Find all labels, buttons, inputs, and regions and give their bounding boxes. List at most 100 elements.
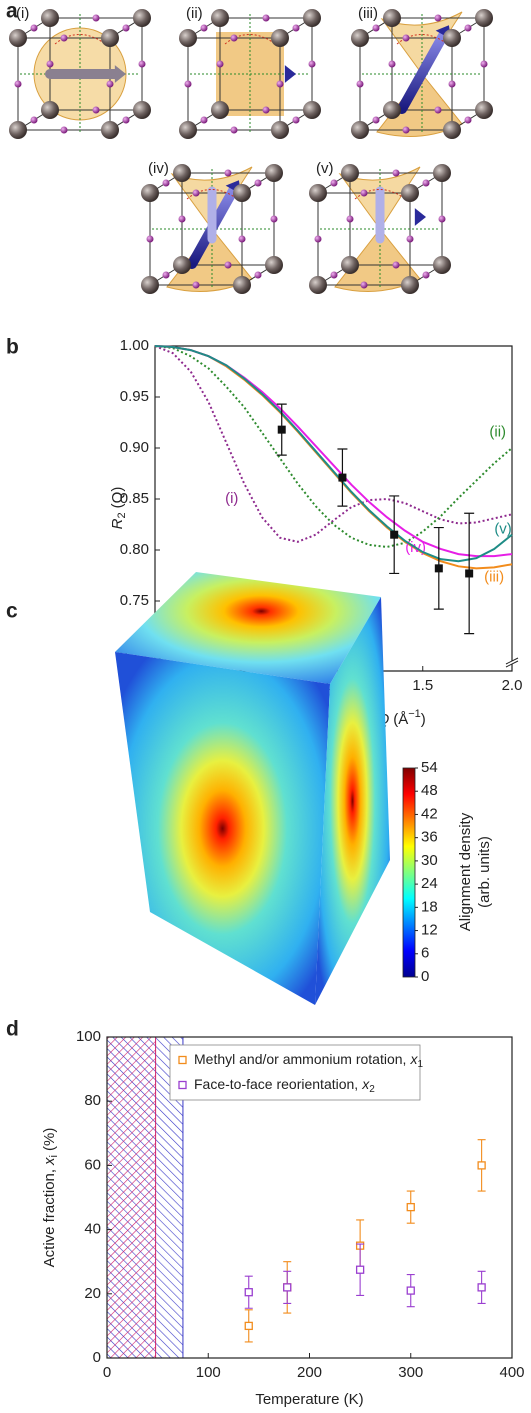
x-axis-label: Temperature (K) [255, 1391, 363, 1408]
halide-atom [14, 80, 22, 88]
data-point [283, 1283, 292, 1292]
y-label-text: Active fraction, [41, 1169, 58, 1267]
halide-atom [30, 24, 38, 32]
arrow-head [414, 208, 426, 226]
metal-atom [265, 164, 283, 182]
metal-atom [341, 164, 359, 182]
data-point [244, 1321, 253, 1331]
halide-atom [372, 116, 380, 124]
colorbar-tick-label: 48 [421, 782, 438, 799]
halide-atom [30, 116, 38, 124]
shaded-region [106, 1036, 157, 1359]
halide-atom [224, 169, 232, 177]
cube-diagram: (i) [9, 5, 151, 139]
metal-atom [401, 184, 419, 202]
colorbar-tick-label: 24 [421, 875, 438, 892]
y-tick-label: 0 [93, 1349, 101, 1366]
diagram-label: (ii) [186, 5, 203, 22]
halide-atom [122, 24, 130, 32]
halide-atom [146, 235, 154, 243]
halide-atom [230, 34, 238, 42]
metal-atom [383, 9, 401, 27]
metal-atom [173, 164, 191, 182]
legend-symbol: x [409, 1051, 418, 1067]
halide-atom [330, 179, 338, 187]
data-point [406, 1202, 415, 1212]
halide-atom [372, 24, 380, 32]
y-tick-label: 0.90 [120, 439, 149, 456]
metal-atom [309, 184, 327, 202]
halide-atom [422, 179, 430, 187]
halide-atom [464, 24, 472, 32]
y-label-symbol: x [41, 1157, 58, 1166]
x-tick-label: 300 [398, 1364, 423, 1381]
metal-atom [433, 256, 451, 274]
legend-subscript: 2 [369, 1084, 375, 1095]
y-label-rest: (Q) [109, 487, 126, 509]
halide-atom [356, 80, 364, 88]
x-tick-label: 1.5 [412, 677, 433, 694]
data-point [277, 425, 286, 434]
x-label-unit: (Å [393, 711, 408, 728]
metal-atom [443, 29, 461, 47]
legend-marker [178, 1055, 187, 1065]
halide-atom [162, 179, 170, 187]
arrow-head [284, 65, 296, 83]
metal-atom [173, 256, 191, 274]
panel-label: d [6, 1018, 19, 1041]
halide-atom [292, 116, 300, 124]
map-face-right [315, 597, 390, 1005]
halide-atom [434, 14, 442, 22]
y-tick-label: 0.75 [120, 592, 149, 609]
colorbar-label: (arb. units) [476, 836, 493, 908]
colorbar-label: Alignment density [457, 812, 474, 931]
halide-atom [192, 189, 200, 197]
legend-symbol: x [361, 1076, 370, 1092]
colorbar [402, 767, 416, 978]
halide-atom [138, 60, 146, 68]
y-tick-label: 40 [84, 1221, 101, 1238]
halide-atom [200, 24, 208, 32]
curve-label: (ii) [489, 424, 506, 441]
curve-label: (v) [494, 521, 512, 538]
colorbar-tick-label: 30 [421, 852, 438, 869]
halide-atom [46, 60, 54, 68]
halide-atom [178, 215, 186, 223]
legend-name: Methyl and/or ammonium rotation, [194, 1051, 406, 1067]
halide-atom [434, 106, 442, 114]
data-point [465, 569, 474, 578]
y-label-rest: (%) [41, 1128, 58, 1151]
curve-label: (iii) [484, 569, 504, 586]
halide-atom [464, 116, 472, 124]
y-axis-label: Active fraction, xi (%) [41, 1128, 60, 1268]
y-tick-label: 20 [84, 1285, 101, 1302]
metal-atom [271, 29, 289, 47]
y-label-subscript: i [48, 1155, 60, 1157]
colorbar-tick-label: 42 [421, 805, 438, 822]
metal-atom [303, 101, 321, 119]
x-label-superscript: −1 [408, 708, 421, 720]
halide-atom [162, 271, 170, 279]
halide-atom [388, 60, 396, 68]
halide-atom [308, 60, 316, 68]
x-tick-label: 400 [499, 1364, 524, 1381]
halide-atom [360, 281, 368, 289]
halide-atom [238, 235, 246, 243]
metal-atom [101, 121, 119, 139]
panel-label: b [6, 336, 19, 359]
y-tick-label: 80 [84, 1092, 101, 1109]
halide-atom [314, 235, 322, 243]
legend-name: Face-to-face reorientation, [194, 1076, 358, 1092]
metal-atom [401, 276, 419, 294]
data-point [406, 1286, 415, 1295]
cube-diagram: (iii) [351, 5, 493, 139]
x-label-unit: ) [421, 711, 426, 728]
halide-atom [92, 14, 100, 22]
halide-atom [480, 60, 488, 68]
halide-atom [448, 80, 456, 88]
y-label-subscript: 2 [116, 512, 128, 518]
halide-atom [224, 261, 232, 269]
data-point [477, 1161, 486, 1170]
data-point [390, 530, 399, 539]
